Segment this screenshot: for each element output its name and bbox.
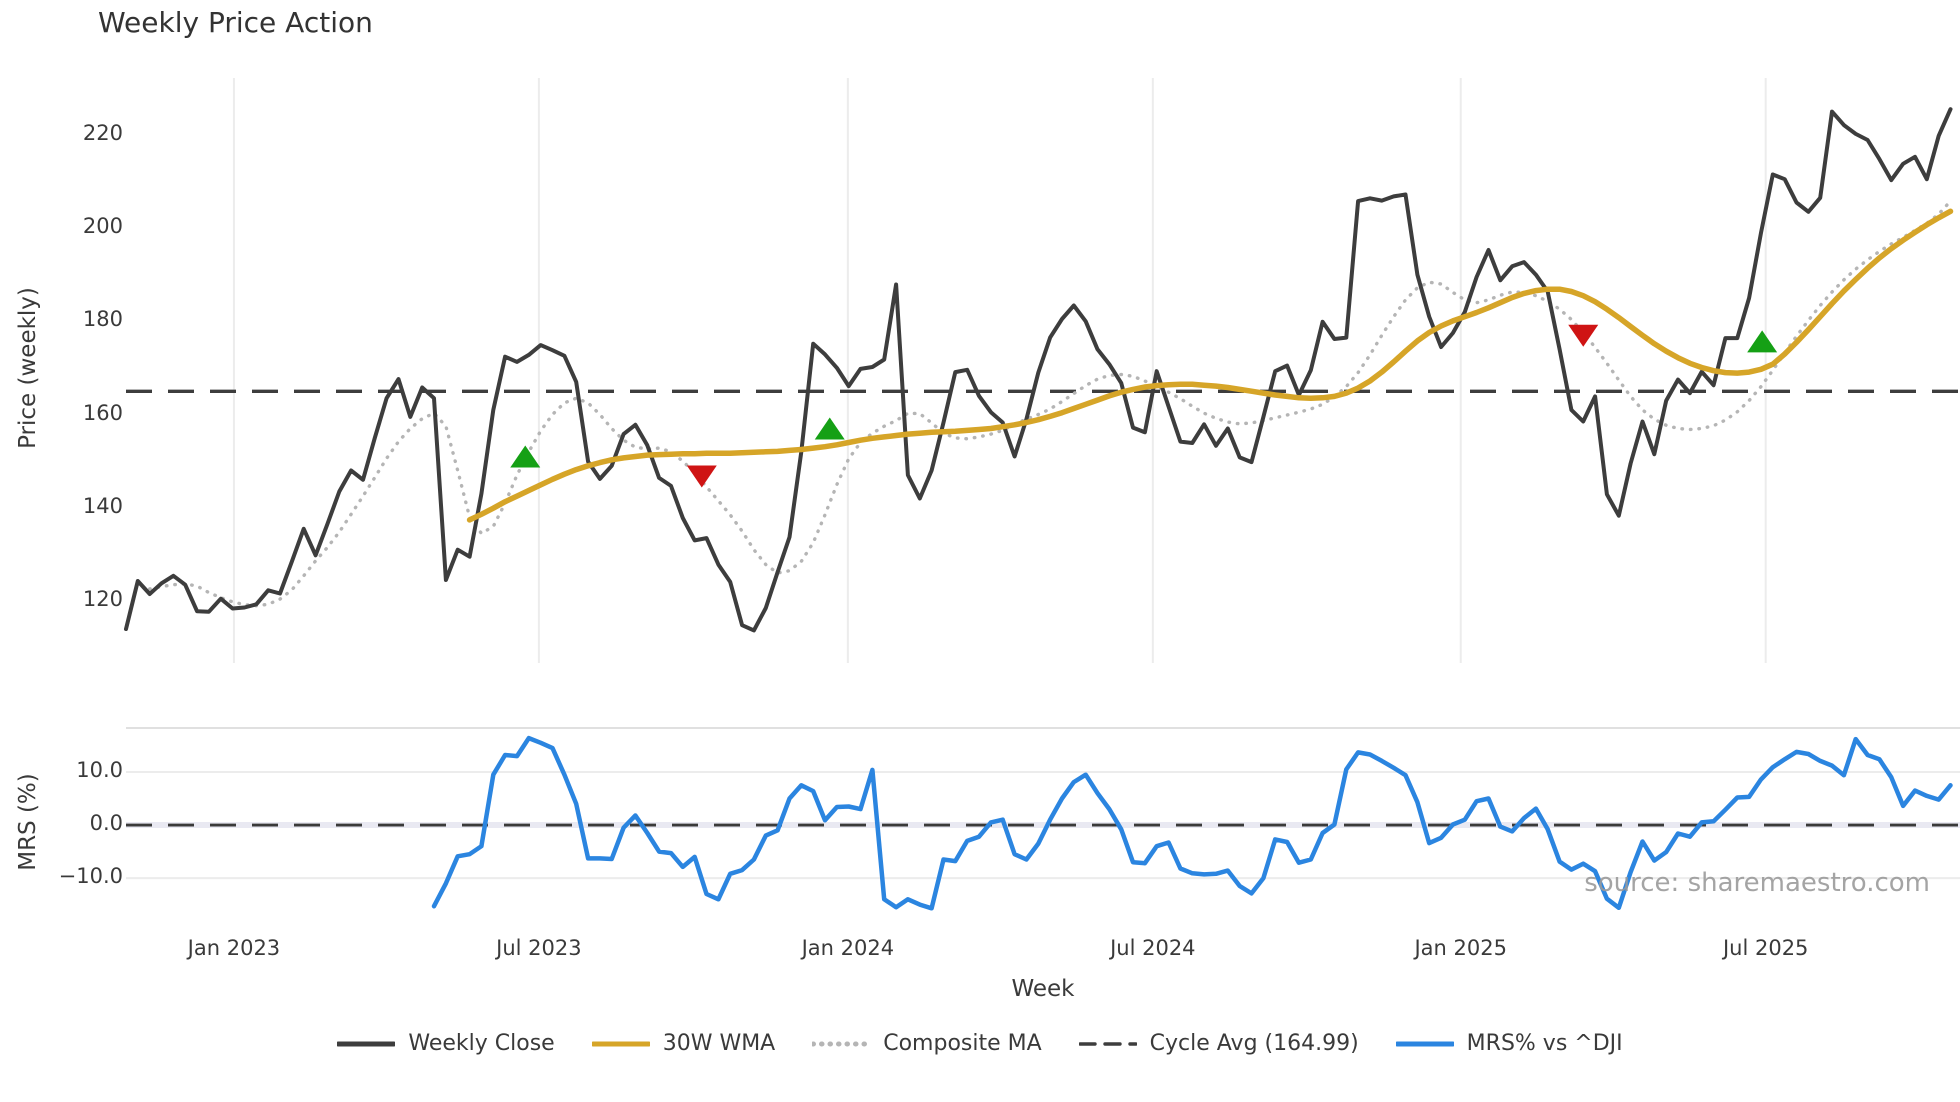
legend-item: 30W WMA: [591, 1031, 776, 1056]
legend-swatch-solid-line-icon: [337, 1041, 396, 1046]
legend-label: Composite MA: [883, 1031, 1042, 1056]
buy-signal-marker: [1747, 330, 1778, 353]
price-tick-label: 140: [82, 493, 123, 518]
buy-signal-marker: [510, 445, 541, 468]
source-watermark: source: sharemaestro.com: [1584, 868, 1930, 898]
buy-signal-marker: [814, 417, 845, 440]
legend-item: Cycle Avg (164.99): [1078, 1031, 1359, 1056]
price-tick-label: 220: [82, 120, 123, 145]
week-tick-label: Jan 2025: [1414, 936, 1507, 960]
chart-title: Weekly Price Action: [98, 6, 373, 39]
price-tick-label: 120: [82, 587, 123, 611]
legend-label: Weekly Close: [408, 1031, 555, 1056]
series-composite-ma: [148, 199, 1953, 608]
legend-label: MRS% vs ^DJI: [1466, 1031, 1623, 1056]
legend-item: Weekly Close: [337, 1031, 555, 1056]
legend-item: MRS% vs ^DJI: [1395, 1031, 1623, 1056]
week-tick-label: Jul 2025: [1722, 936, 1809, 960]
series-30w-wma: [466, 208, 1954, 523]
week-axis-label: Week: [1011, 976, 1075, 1002]
legend-item: Composite MA: [812, 1031, 1042, 1056]
week-tick-label: Jan 2023: [187, 936, 281, 960]
mrs-tick-label: 10.0: [76, 758, 123, 782]
legend-swatch-dashed-line-icon: [1078, 1041, 1137, 1046]
price-tick-label: 160: [82, 400, 123, 425]
legend-label: 30W WMA: [662, 1031, 776, 1056]
week-tick-label: Jul 2023: [496, 936, 582, 960]
legend-swatch-solid-line-icon: [1395, 1041, 1454, 1046]
legend-label: Cycle Avg (164.99): [1149, 1031, 1359, 1056]
price-tick-label: 180: [82, 307, 123, 332]
series-weekly-close: [124, 107, 1953, 633]
price-tick-label: 200: [82, 214, 123, 239]
sell-signal-marker: [1568, 324, 1599, 347]
mrs-tick-label: 0.0: [89, 811, 123, 836]
legend-swatch-dotted-line-icon: [812, 1041, 871, 1046]
week-tick-label: Jan 2024: [801, 936, 895, 960]
legend-swatch-solid-line-icon: [591, 1041, 650, 1046]
week-tick-label: Jul 2024: [1110, 936, 1196, 960]
legend: Weekly Close 30W WMA Composite MA Cycle Avg…: [0, 1031, 1960, 1056]
mrs-tick-label: −10.0: [58, 864, 123, 889]
sell-signal-marker: [686, 465, 717, 488]
series-mrs-vs-dji: [431, 735, 1953, 911]
